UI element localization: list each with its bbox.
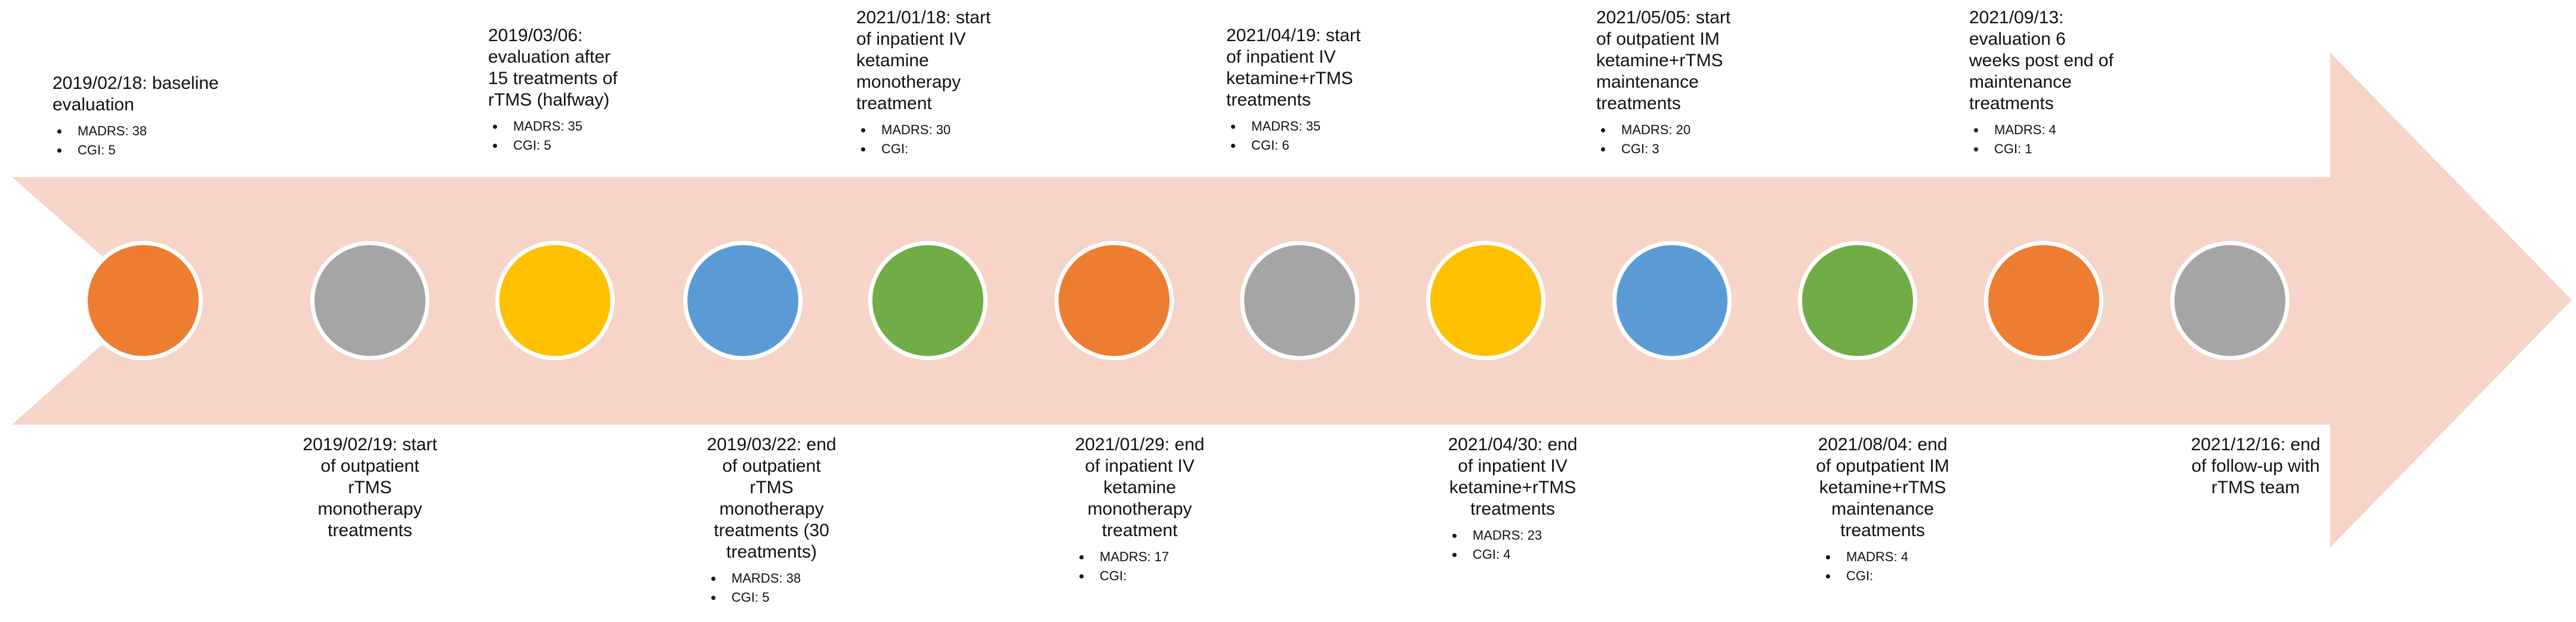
timeline-event-1: 2019/02/18: baseline evaluation MADRS: 38… <box>53 73 249 160</box>
score-item: MADRS: 17 <box>1091 547 1169 567</box>
score-item: MADRS: 35 <box>505 117 685 136</box>
score-item: CGI: 5 <box>69 141 249 160</box>
timeline-event-7: 2021/04/19: start of inpatient IV ketami… <box>1226 25 1423 155</box>
event-label: 2021/05/05: start of outpatient IM ketam… <box>1596 8 1731 113</box>
score-item: CGI: <box>1091 567 1169 586</box>
timeline-event-12: 2021/12/16: end of follow-up with rTMS t… <box>2157 434 2354 499</box>
event-label: 2021/01/29: end of inpatient IV ketamine… <box>1075 435 1205 540</box>
event-scores: MADRS: 38CGI: 5 <box>53 122 249 160</box>
timeline-event-11: 2021/09/13: evaluation 6 weeks post end … <box>1969 7 2166 159</box>
score-item: MADRS: 4 <box>1986 120 2166 140</box>
timeline-event-5: 2021/01/18: start of inpatient IV ketami… <box>856 7 1053 159</box>
timeline-event-8: 2021/04/30: end of inpatient IV ketamine… <box>1414 434 1611 564</box>
event-label: 2021/09/13: evaluation 6 weeks post end … <box>1969 8 2114 113</box>
score-item: MADRS: 4 <box>1838 547 1908 567</box>
score-item: CGI: <box>873 140 1053 159</box>
timeline-event-3: 2019/03/06: evaluation after 15 treatmen… <box>488 25 685 155</box>
event-scores: MADRS: 23CGI: 4 <box>1448 526 1542 564</box>
timeline-event-9: 2021/05/05: start of outpatient IM ketam… <box>1596 7 1793 159</box>
event-scores: MADRS: 17CGI: <box>1075 547 1169 586</box>
score-item: MADRS: 38 <box>69 122 249 141</box>
timeline-event-4: 2019/03/22: end of outpatient rTMS monot… <box>673 434 870 607</box>
timeline-node-1 <box>84 241 203 360</box>
timeline-node-11 <box>1984 241 2103 360</box>
event-label: 2019/03/22: end of outpatient rTMS monot… <box>707 435 837 562</box>
timeline-node-9 <box>1612 241 1732 360</box>
score-item: CGI: 1 <box>1986 140 2166 159</box>
event-label: 2021/01/18: start of inpatient IV ketami… <box>856 8 991 113</box>
event-label: 2021/04/19: start of inpatient IV ketami… <box>1226 26 1361 110</box>
score-item: CGI: 5 <box>505 136 685 155</box>
event-scores: MADRS: 20CGI: 3 <box>1596 120 1793 159</box>
timeline-node-4 <box>683 241 803 360</box>
timeline-node-2 <box>310 241 430 360</box>
score-item: CGI: 3 <box>1613 140 1793 159</box>
score-item: MARDS: 38 <box>723 569 801 588</box>
event-label: 2019/02/18: baseline evaluation <box>53 73 219 115</box>
score-item: MADRS: 35 <box>1243 117 1423 136</box>
score-item: CGI: <box>1838 567 1908 586</box>
timeline-event-2: 2019/02/19: start of outpatient rTMS mon… <box>272 434 468 541</box>
score-item: CGI: 6 <box>1243 136 1423 155</box>
event-label: 2021/04/30: end of inpatient IV ketamine… <box>1448 435 1578 519</box>
event-scores: MADRS: 4CGI: 1 <box>1969 120 2166 159</box>
timeline-event-10: 2021/08/04: end of oputpatient IM ketami… <box>1784 434 1981 586</box>
score-item: CGI: 5 <box>723 588 801 607</box>
timeline-node-5 <box>868 241 988 360</box>
score-item: CGI: 4 <box>1464 545 1542 564</box>
score-item: MADRS: 20 <box>1613 120 1793 140</box>
timeline-node-6 <box>1054 241 1174 360</box>
timeline-node-3 <box>495 241 615 360</box>
score-item: MADRS: 30 <box>873 120 1053 140</box>
timeline-node-7 <box>1240 241 1359 360</box>
event-scores: MADRS: 4CGI: <box>1821 547 1908 586</box>
timeline-node-12 <box>2170 241 2290 360</box>
event-label: 2021/12/16: end of follow-up with rTMS t… <box>2191 435 2321 497</box>
timeline-event-6: 2021/01/29: end of inpatient IV ketamine… <box>1041 434 1238 586</box>
event-label: 2019/02/19: start of outpatient rTMS mon… <box>303 435 437 540</box>
event-scores: MADRS: 30CGI: <box>856 120 1053 159</box>
score-item: MADRS: 23 <box>1464 526 1542 545</box>
event-scores: MADRS: 35CGI: 5 <box>488 117 685 155</box>
event-label: 2021/08/04: end of oputpatient IM ketami… <box>1816 435 1949 540</box>
event-scores: MADRS: 35CGI: 6 <box>1226 117 1423 155</box>
timeline-node-8 <box>1426 241 1545 360</box>
timeline-node-10 <box>1798 241 1917 360</box>
event-label: 2019/03/06: evaluation after 15 treatmen… <box>488 26 618 110</box>
event-scores: MARDS: 38CGI: 5 <box>707 569 801 607</box>
